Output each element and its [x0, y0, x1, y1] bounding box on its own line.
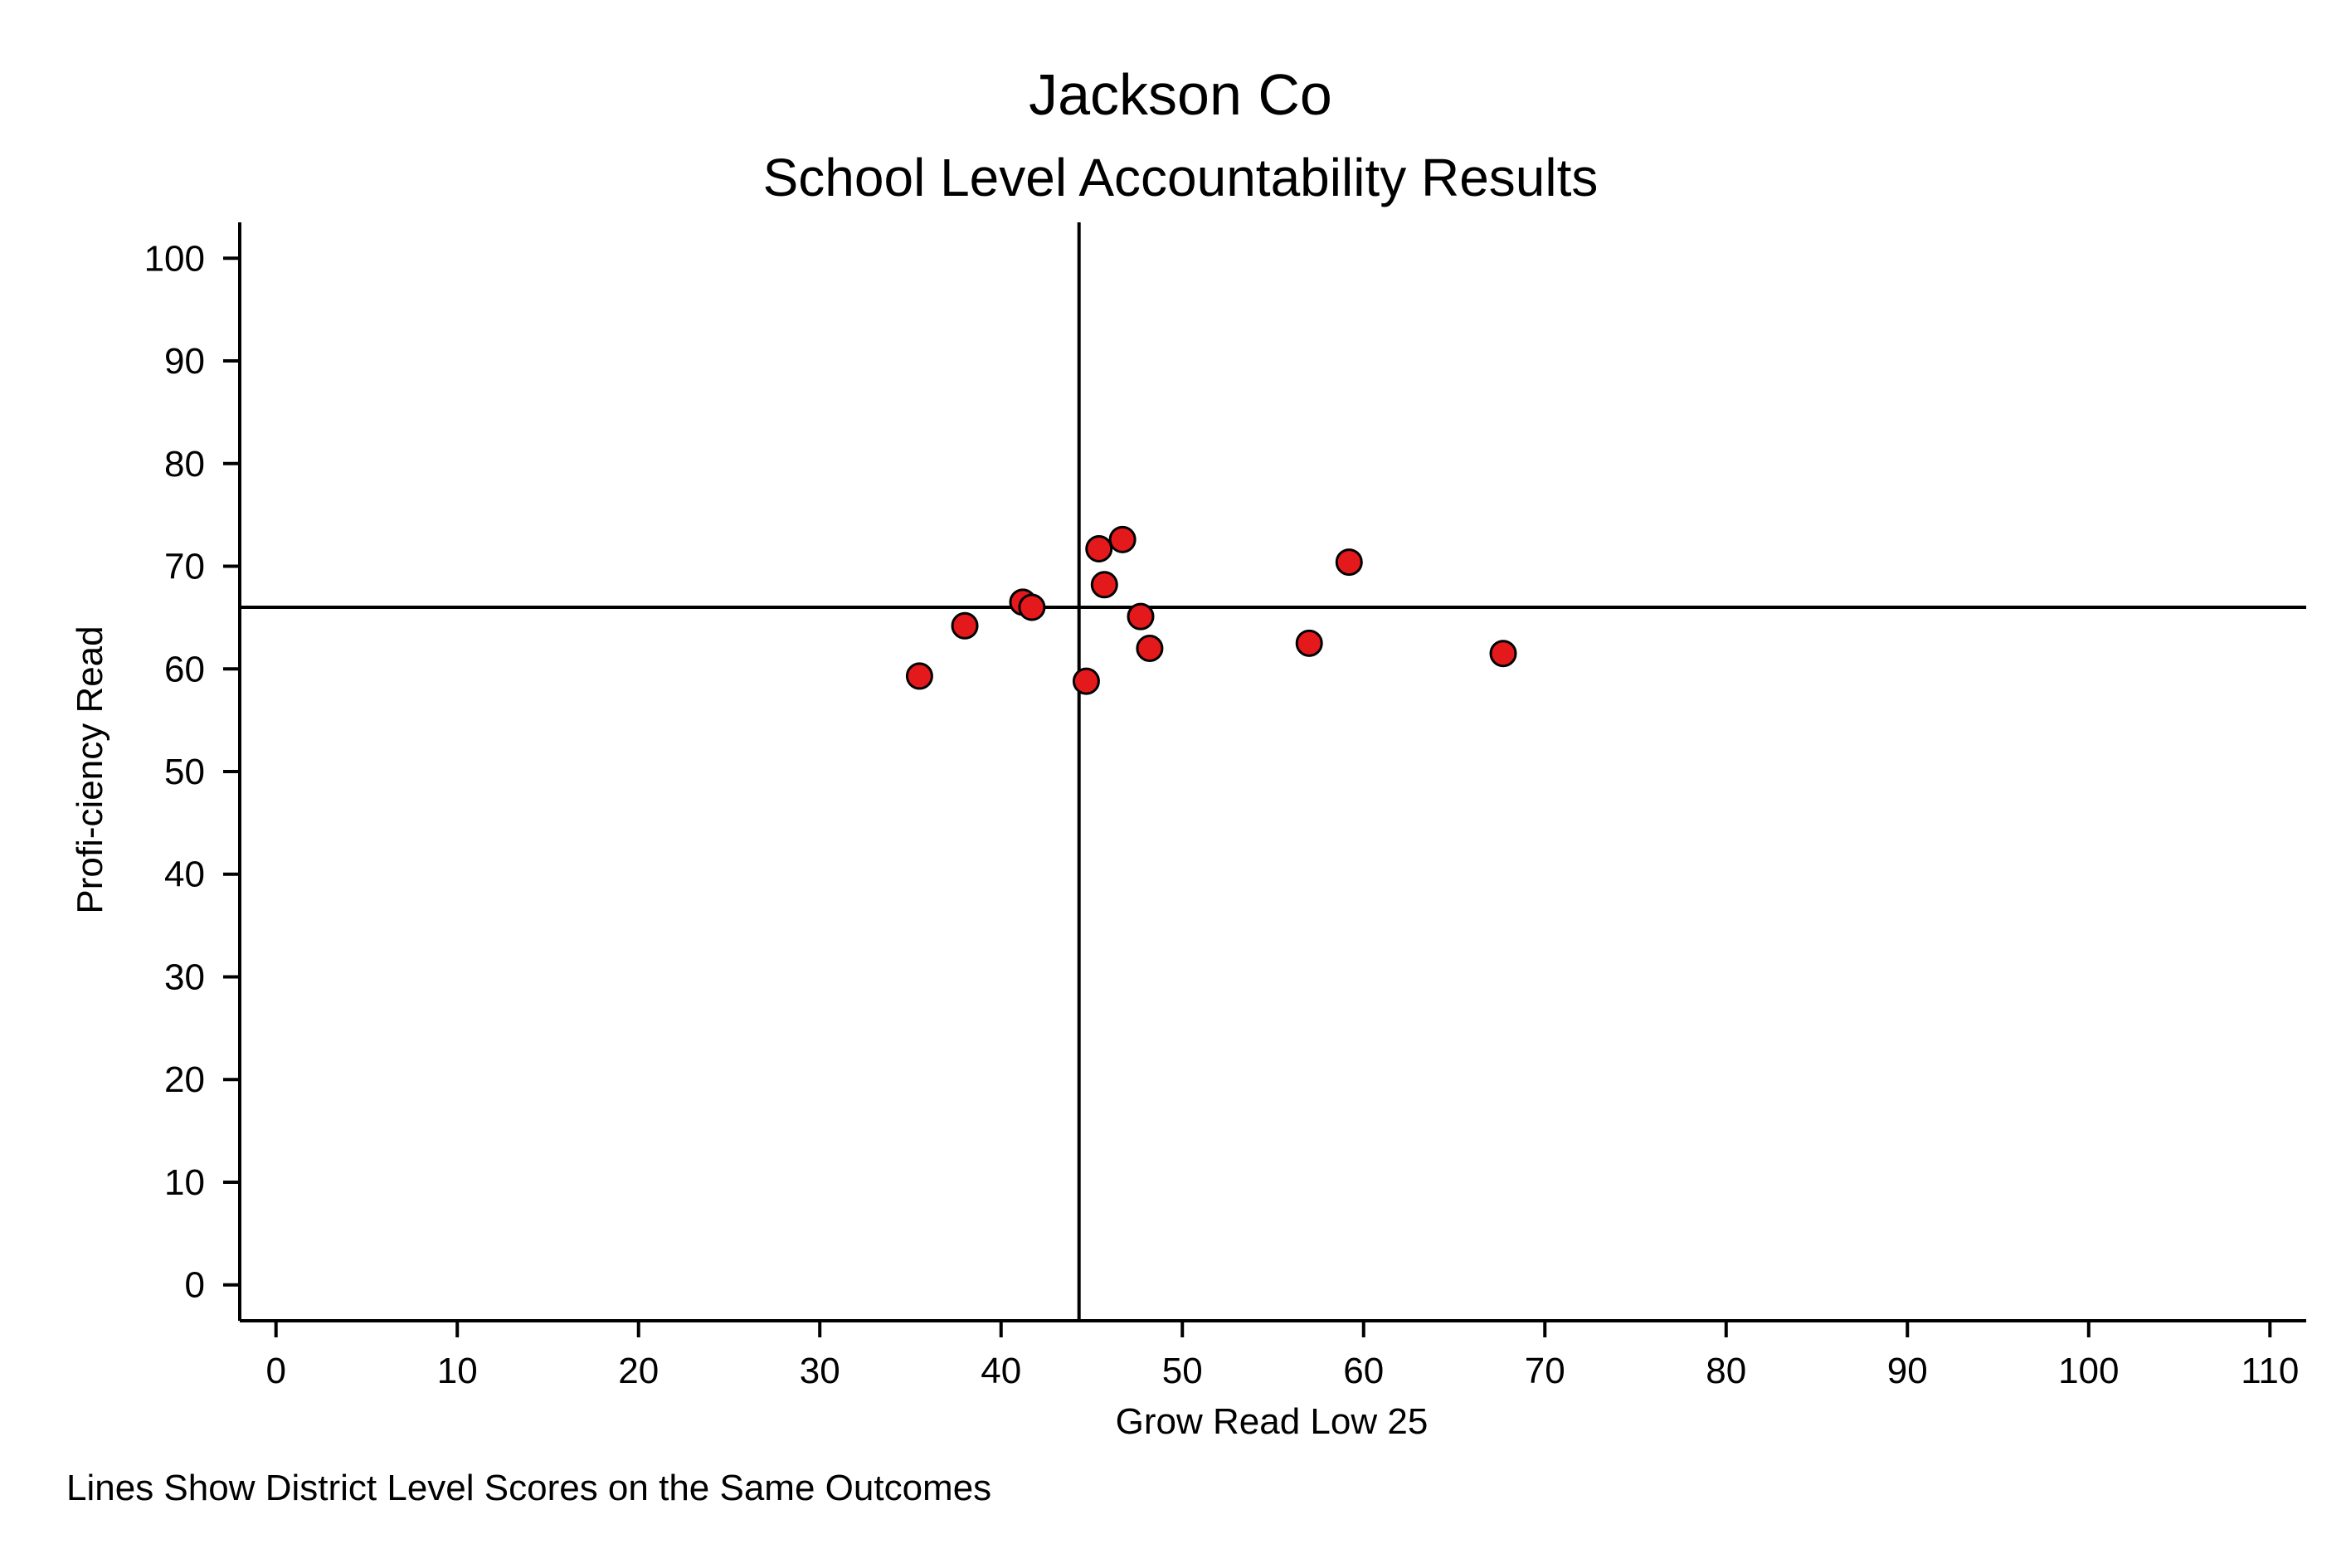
y-tick-label: 30: [164, 957, 205, 997]
x-tick-label: 30: [800, 1351, 840, 1391]
x-axis-title: Grow Read Low 25: [1116, 1401, 1429, 1442]
data-point: [1295, 629, 1323, 657]
y-tick-label: 0: [185, 1265, 205, 1306]
y-tick-label: 100: [144, 238, 205, 279]
x-tick-label: 70: [1525, 1351, 1565, 1391]
x-tick-label: 20: [618, 1351, 659, 1391]
x-tick-label: 100: [2058, 1351, 2119, 1391]
y-tick-label: 20: [164, 1059, 205, 1100]
data-point: [1489, 640, 1517, 668]
data-point: [1018, 593, 1046, 621]
chart-note: Lines Show District Level Scores on the …: [66, 1468, 991, 1508]
data-point: [951, 611, 979, 640]
y-tick-label: 80: [164, 444, 205, 485]
data-point: [905, 662, 933, 690]
chart-subtitle: School Level Accountability Results: [763, 148, 1599, 207]
x-tick-label: 80: [1706, 1351, 1746, 1391]
data-point: [1085, 534, 1113, 562]
y-tick-label: 50: [164, 752, 205, 792]
x-tick-label: 50: [1162, 1351, 1203, 1391]
x-tick-label: 110: [2241, 1351, 2299, 1391]
y-tick-label: 10: [164, 1162, 205, 1203]
x-tick-label: 90: [1887, 1351, 1928, 1391]
data-point: [1335, 548, 1363, 577]
y-tick-label: 40: [164, 855, 205, 895]
x-tick-label: 60: [1343, 1351, 1384, 1391]
data-point: [1127, 602, 1155, 631]
plot-area: 0 10 20 30 40 50 60 70 80 90 100 0 10 20 30 40 50 60 70 80 9…: [144, 222, 2306, 1391]
data-point: [1090, 571, 1118, 599]
data-point: [1072, 667, 1100, 695]
y-tick-label: 70: [164, 547, 205, 587]
y-tick-label: 60: [164, 649, 205, 689]
data-point: [1136, 635, 1164, 663]
y-axis-title: Profi-ciency Read: [70, 626, 110, 913]
x-tick-label: 10: [437, 1351, 478, 1391]
x-tick-label: 0: [265, 1351, 285, 1391]
y-tick-label: 90: [164, 341, 205, 382]
x-tick-label: 40: [981, 1351, 1021, 1391]
chart-title: Jackson Co: [1029, 62, 1332, 127]
data-point: [1108, 525, 1137, 553]
